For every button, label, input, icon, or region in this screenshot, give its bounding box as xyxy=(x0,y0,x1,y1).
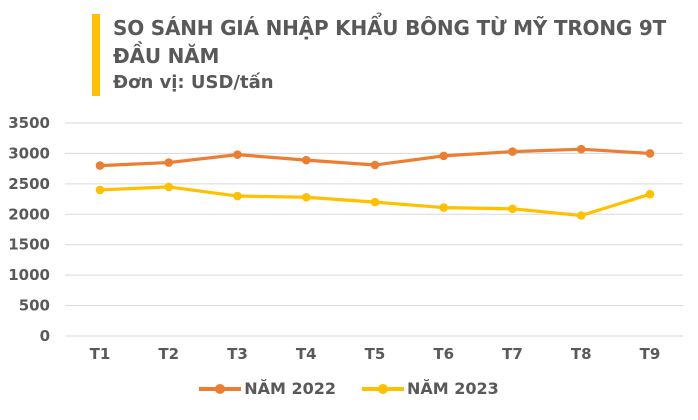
y-axis-tick-label: 1000 xyxy=(8,266,50,284)
y-axis-tick-label: 0 xyxy=(40,327,50,345)
data-point-marker xyxy=(233,191,242,201)
data-point-marker xyxy=(439,203,449,212)
legend-label: NĂM 2023 xyxy=(407,379,499,398)
y-axis-tick-label: 2000 xyxy=(8,205,50,223)
x-axis-tick-label: T5 xyxy=(365,345,386,363)
legend-dot-icon xyxy=(378,383,388,394)
legend-line-marker-icon xyxy=(362,383,404,394)
data-point-marker xyxy=(164,158,174,167)
x-axis-tick-label: T3 xyxy=(227,345,248,363)
chart-title-line-2: ĐẦU NĂM xyxy=(113,44,220,68)
legend-item-nam-2022: NĂM 2022 xyxy=(199,379,336,398)
title-accent-bar xyxy=(92,14,100,96)
x-axis-tick-label: T8 xyxy=(571,345,592,363)
data-point-marker xyxy=(164,182,174,192)
data-point-marker xyxy=(645,149,655,158)
x-axis-tick-label: T1 xyxy=(90,345,111,363)
data-point-marker xyxy=(576,211,586,220)
data-point-marker xyxy=(370,197,380,207)
data-point-marker xyxy=(508,204,517,214)
y-axis-tick-label: 3500 xyxy=(8,114,50,132)
data-point-marker xyxy=(301,155,311,165)
y-axis-tick-label: 500 xyxy=(19,297,50,315)
data-point-marker xyxy=(301,192,311,202)
data-point-marker xyxy=(95,161,105,170)
data-point-marker xyxy=(645,189,655,199)
x-axis-tick-label: T6 xyxy=(433,345,454,363)
legend-item-nam-2023: NĂM 2023 xyxy=(362,379,499,398)
data-point-marker xyxy=(95,185,105,195)
chart-title-line-1: SO SÁNH GIÁ NHẬP KHẨU BÔNG TỪ MỸ TRONG 9… xyxy=(113,16,667,40)
data-point-marker xyxy=(576,144,586,154)
title-block: SO SÁNH GIÁ NHẬP KHẨU BÔNG TỪ MỸ TRONG 9… xyxy=(113,14,688,96)
data-point-marker xyxy=(508,147,517,156)
data-point-marker xyxy=(370,160,380,170)
legend-label: NĂM 2022 xyxy=(244,379,336,398)
unit-label: Đơn vị: USD/tấn xyxy=(113,72,274,93)
x-axis-tick-label: T2 xyxy=(158,345,179,363)
chart-header: SO SÁNH GIÁ NHẬP KHẨU BÔNG TỪ MỸ TRONG 9… xyxy=(92,14,688,96)
line-chart: 0 500 1000 1500 2000 2500 3000 3500 T1 T2 T3 T4 T5 T6… xyxy=(8,114,683,363)
data-point-marker xyxy=(233,150,242,159)
legend-line-marker-icon xyxy=(199,383,242,394)
y-axis-tick-label: 1500 xyxy=(8,236,50,254)
x-axis-tick-label: T7 xyxy=(502,345,523,363)
x-axis-tick-label: T9 xyxy=(640,345,661,363)
y-axis-tick-label: 3000 xyxy=(8,144,50,162)
chart-legend: NĂM 2022 NĂM 2023 xyxy=(0,379,698,398)
y-axis-tick-label: 2500 xyxy=(8,175,50,193)
data-point-marker xyxy=(439,151,449,161)
x-axis-tick-label: T4 xyxy=(296,345,317,363)
legend-dot-icon xyxy=(215,383,226,394)
